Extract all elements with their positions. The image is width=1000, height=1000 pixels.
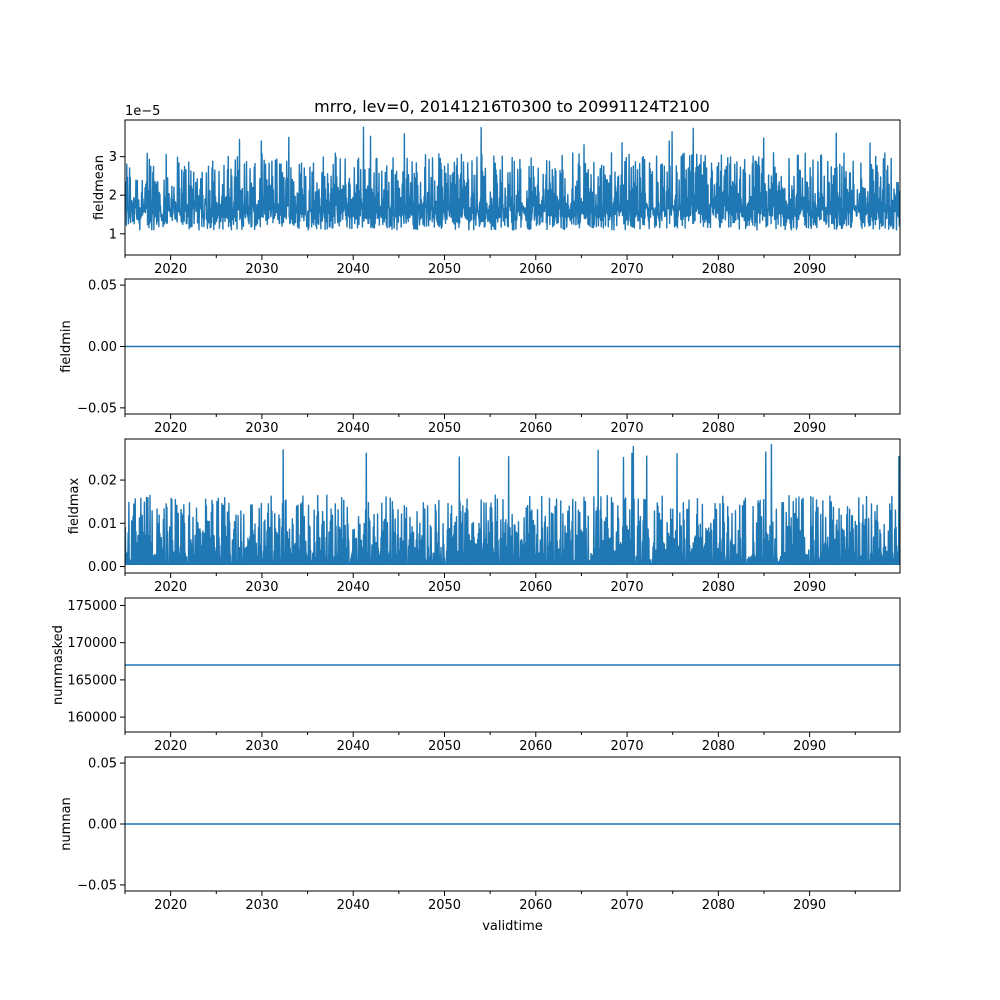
x-tick-label: 2070: [611, 898, 644, 913]
y-axis-label: numnan: [59, 797, 74, 851]
x-tick-label: 2060: [519, 580, 552, 595]
y-tick-label: 160000: [67, 711, 117, 726]
series-line-fieldmean: [125, 126, 900, 231]
x-tick-label: 2040: [337, 898, 370, 913]
x-tick-label: 2040: [337, 421, 370, 436]
x-tick-label: 2080: [702, 739, 735, 754]
y-axis-label: fieldmax: [67, 478, 82, 535]
plot-frame: [124, 438, 901, 574]
x-tick-label: 2040: [337, 262, 370, 277]
x-tick-label: 2080: [702, 421, 735, 436]
x-tick-label: 2020: [154, 580, 187, 595]
x-tick-label: 2030: [245, 262, 278, 277]
x-tick-label: 2050: [428, 580, 461, 595]
x-tick-label: 2030: [245, 421, 278, 436]
y-tick-label: 3: [109, 150, 117, 165]
x-tick-label: 2090: [793, 739, 826, 754]
x-tick-label: 2060: [519, 262, 552, 277]
x-tick-label: 2030: [245, 739, 278, 754]
subplot-fieldmean: 2020 2030 2040 2050 2060 2070 2080 2090 1 2 3field…: [92, 104, 901, 277]
y-tick-label: 170000: [67, 636, 117, 651]
x-tick-label: 2020: [154, 898, 187, 913]
y-tick-label: 0.02: [88, 474, 117, 489]
y-tick-label: 0.00: [88, 560, 117, 575]
series-line-fieldmax: [125, 443, 900, 566]
y-tick-label: 0.00: [88, 340, 117, 355]
x-tick-label: 2020: [154, 262, 187, 277]
x-tick-label: 2090: [793, 421, 826, 436]
subplot-nummasked: 2020 2030 2040 2050 2060 2070 2080 2090 160000 16…: [51, 597, 901, 754]
x-axis-label: validtime: [482, 919, 543, 934]
y-tick-label: 2: [109, 189, 117, 204]
x-tick-label: 2030: [245, 580, 278, 595]
x-tick-label: 2020: [154, 421, 187, 436]
x-tick-label: 2050: [428, 262, 461, 277]
x-tick-label: 2080: [702, 580, 735, 595]
chart-title: mrro, lev=0, 20141216T0300 to 20991124T2…: [314, 97, 710, 116]
x-tick-label: 2080: [702, 898, 735, 913]
y-tick-label: 0.05: [88, 279, 117, 294]
x-tick-label: 2090: [793, 262, 826, 277]
x-tick-label: 2040: [337, 739, 370, 754]
subplot-fieldmin: 2020 2030 2040 2050 2060 2070 2080 2090 −0.05 0.0…: [59, 278, 901, 436]
x-tick-label: 2070: [611, 739, 644, 754]
x-tick-label: 2050: [428, 421, 461, 436]
y-axis-label: fieldmin: [59, 320, 74, 373]
x-tick-label: 2090: [793, 898, 826, 913]
x-tick-label: 2090: [793, 580, 826, 595]
x-tick-label: 2050: [428, 739, 461, 754]
x-tick-label: 2050: [428, 898, 461, 913]
x-tick-label: 2060: [519, 739, 552, 754]
x-tick-label: 2020: [154, 739, 187, 754]
plot-frame: [124, 597, 901, 733]
y-tick-label: −0.05: [77, 878, 117, 893]
y-tick-label: 165000: [67, 673, 117, 688]
y-tick-label: 1: [109, 227, 117, 242]
x-tick-label: 2060: [519, 421, 552, 436]
x-tick-label: 2070: [611, 421, 644, 436]
y-tick-label: 0.05: [88, 757, 117, 772]
x-tick-label: 2060: [519, 898, 552, 913]
y-axis-label: nummasked: [51, 625, 66, 705]
y-tick-label: −0.05: [77, 401, 117, 416]
subplot-fieldmax: 2020 2030 2040 2050 2060 2070 2080 2090 0.00 0.01…: [67, 438, 901, 595]
plot-frame: [124, 119, 901, 256]
y-axis-label: fieldmean: [92, 155, 107, 220]
x-tick-label: 2080: [702, 262, 735, 277]
y-offset-text: 1e−5: [125, 104, 160, 119]
x-tick-label: 2070: [611, 580, 644, 595]
y-tick-label: 175000: [67, 599, 117, 614]
x-tick-label: 2030: [245, 898, 278, 913]
subplot-numnan: 2020 2030 2040 2050 2060 2070 2080 2090 −0.05 0.0…: [59, 756, 901, 934]
y-tick-label: 0.01: [88, 517, 117, 532]
x-tick-label: 2040: [337, 580, 370, 595]
y-tick-label: 0.00: [88, 818, 117, 833]
x-tick-label: 2070: [611, 262, 644, 277]
